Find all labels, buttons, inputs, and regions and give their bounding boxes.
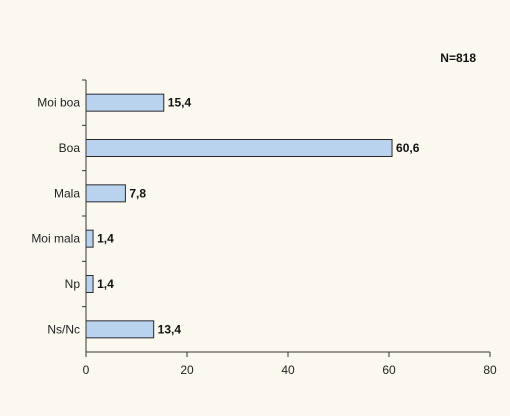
bar-3 (85, 229, 94, 248)
category-label-1: Boa (59, 141, 81, 155)
category-label-4: Np (65, 277, 81, 291)
x-tick-label-4: 80 (483, 363, 497, 377)
x-tick-label-1: 20 (180, 363, 194, 377)
category-label-2: Mala (54, 186, 80, 200)
bar-5 (85, 320, 155, 339)
category-label-5: Ns/Nc (47, 322, 80, 336)
value-label-5: 13,4 (158, 322, 182, 336)
x-tick-label-0: 0 (83, 363, 90, 377)
x-tick-label-3: 60 (382, 363, 396, 377)
x-tick-label-2: 40 (281, 363, 295, 377)
bar-0 (85, 93, 165, 112)
bar-2 (85, 184, 126, 203)
bar-4 (85, 275, 94, 293)
sample-size-label: N=818 (440, 51, 476, 65)
value-label-3: 1,4 (97, 232, 114, 246)
value-label-2: 7,8 (129, 186, 146, 200)
value-label-4: 1,4 (97, 277, 114, 291)
value-label-1: 60,6 (396, 141, 420, 155)
bar-1 (85, 139, 393, 157)
category-label-3: Moi mala (31, 232, 80, 246)
value-label-0: 15,4 (168, 96, 192, 110)
category-label-0: Moi boa (37, 96, 80, 110)
